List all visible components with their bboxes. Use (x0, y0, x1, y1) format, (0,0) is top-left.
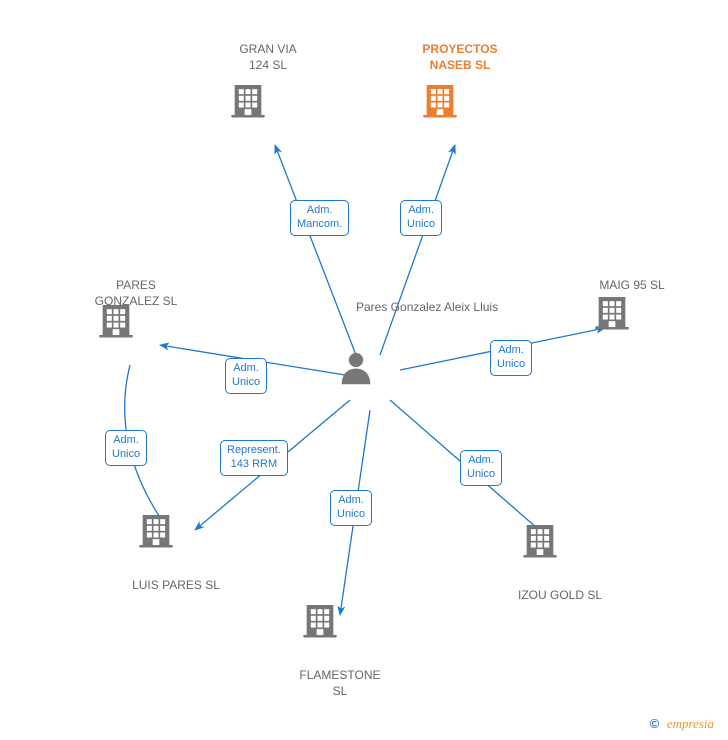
brand-name: empresia (667, 716, 714, 731)
center-node-label: Pares Gonzalez Aleix Lluis (356, 300, 498, 316)
copyright-symbol: © (650, 716, 660, 731)
building-icon (420, 80, 460, 120)
edge-label: Adm. Unico (490, 340, 532, 376)
edge-label: Represent. 143 RRM (220, 440, 288, 476)
edge-label: Adm. Unico (225, 358, 267, 394)
company-node-label: PROYECTOS NASEB SL (400, 42, 520, 73)
footer-attribution: © empresia (650, 716, 714, 732)
building-icon (136, 510, 176, 550)
company-node-label: FLAMESTONE SL (280, 668, 400, 699)
company-node-label: GRAN VIA 124 SL (208, 42, 328, 73)
edge-arrow (380, 145, 455, 355)
edge-arrow (275, 145, 356, 355)
edge-label: Adm. Mancom. (290, 200, 349, 236)
edge-label: Adm. Unico (105, 430, 147, 466)
edge-label: Adm. Unico (460, 450, 502, 486)
edge-label: Adm. Unico (400, 200, 442, 236)
company-node-label: LUIS PARES SL (116, 578, 236, 594)
company-node-label: MAIG 95 SL (572, 278, 692, 294)
company-node-label: IZOU GOLD SL (500, 588, 620, 604)
building-icon (300, 600, 340, 640)
person-icon (338, 350, 374, 390)
building-icon (228, 80, 268, 120)
building-icon (520, 520, 560, 560)
company-node-label: PARES GONZALEZ SL (76, 278, 196, 309)
edge-label: Adm. Unico (330, 490, 372, 526)
building-icon (592, 292, 632, 332)
